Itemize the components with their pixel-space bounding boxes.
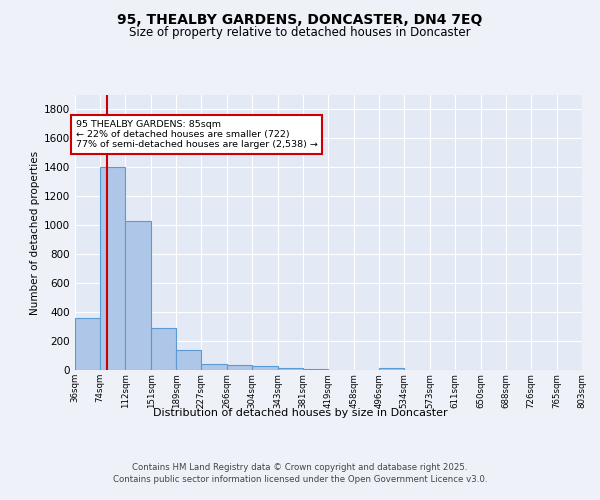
Bar (176, 350, 201, 370)
Bar (151, 328, 176, 370)
Bar (303, 368, 328, 370)
Bar (379, 368, 404, 370)
Bar (75, 318, 100, 370)
Text: Distribution of detached houses by size in Doncaster: Distribution of detached houses by size … (152, 408, 448, 418)
Y-axis label: Number of detached properties: Number of detached properties (30, 150, 40, 314)
Bar (100, 168, 125, 370)
Bar (201, 364, 227, 370)
Text: 95 THEALBY GARDENS: 85sqm
← 22% of detached houses are smaller (722)
77% of semi: 95 THEALBY GARDENS: 85sqm ← 22% of detac… (76, 120, 317, 150)
Text: Size of property relative to detached houses in Doncaster: Size of property relative to detached ho… (129, 26, 471, 39)
Bar (252, 366, 278, 370)
Text: Contains HM Land Registry data © Crown copyright and database right 2025.: Contains HM Land Registry data © Crown c… (132, 462, 468, 471)
Text: 95, THEALBY GARDENS, DONCASTER, DN4 7EQ: 95, THEALBY GARDENS, DONCASTER, DN4 7EQ (118, 12, 482, 26)
Bar (227, 365, 252, 370)
Bar (125, 221, 151, 370)
Bar (278, 368, 303, 370)
Text: Contains public sector information licensed under the Open Government Licence v3: Contains public sector information licen… (113, 475, 487, 484)
